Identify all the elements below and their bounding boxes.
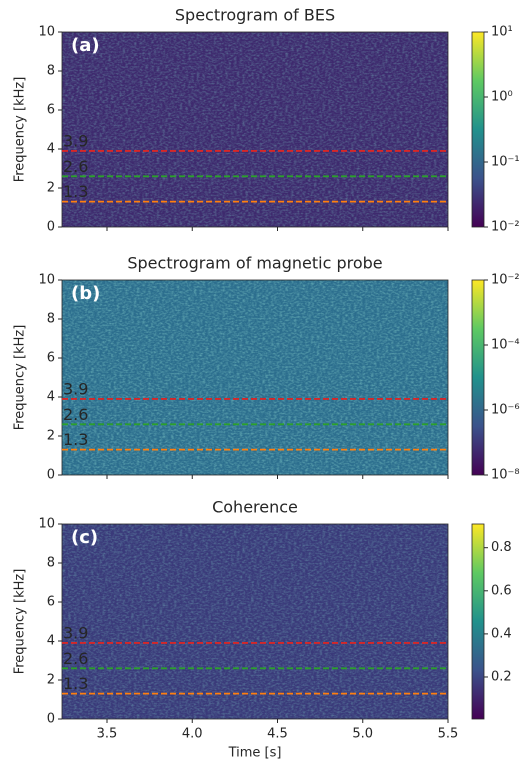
x-tick-label: 5.5 [438,727,459,742]
colorbar [471,523,485,720]
reference-label: 1.3 [63,182,88,201]
reference-label: 1.3 [63,430,88,449]
spectrogram-texture [62,524,448,719]
y-tick-label: 2 [47,429,55,444]
colorbar-tick-label: 0.6 [491,583,512,598]
plot-frame [61,31,449,228]
colorbar-tick-label: 0.8 [491,540,512,555]
reference-label: 3.9 [63,379,88,398]
reference-label: 2.6 [63,405,88,424]
chart-title: Coherence [212,498,298,517]
reference-label: 2.6 [63,157,88,176]
reference-label: 1.3 [63,674,88,693]
y-tick-label: 10 [38,25,55,40]
colorbar-tick-label: 0.4 [491,626,512,641]
colorbar-tick-label: 10⁰ [491,90,513,105]
y-tick-label: 8 [47,64,55,79]
plot-frame [61,523,449,720]
spectrogram-texture [62,280,448,475]
reference-label: 3.9 [63,623,88,642]
panel-label: (c) [71,527,98,548]
y-tick-label: 4 [47,634,55,649]
reference-label: 2.6 [63,649,88,668]
plot-frame [61,279,449,476]
x-axis-label: Time [s] [228,746,282,761]
y-tick-label: 8 [47,556,55,571]
chart-title: Spectrogram of BES [175,6,335,25]
spectrogram-texture [62,32,448,227]
y-tick-label: 6 [47,595,55,610]
colorbar-tick-label: 10⁻¹ [491,155,520,170]
x-tick-label: 3.5 [97,727,118,742]
y-tick-label: 4 [47,390,55,405]
y-tick-label: 6 [47,351,55,366]
y-tick-label: 0 [47,712,55,727]
chart-title: Spectrogram of magnetic probe [127,254,382,273]
colorbar [471,279,485,476]
colorbar-tick-label: 0.2 [491,669,512,684]
y-tick-label: 2 [47,181,55,196]
y-tick-label: 2 [47,673,55,688]
colorbar-tick-label: 10⁻⁶ [491,403,520,418]
x-tick-label: 4.0 [182,727,203,742]
y-tick-label: 8 [47,312,55,327]
panel-label: (b) [71,283,100,304]
x-tick-label: 5.0 [352,727,373,742]
colorbar-tick-label: 10¹ [491,25,513,40]
colorbar-tick-label: 10⁻⁴ [491,338,520,353]
y-axis-label: Frequency [kHz] [13,569,28,675]
colorbar-tick-label: 10⁻² [491,273,520,288]
colorbar [471,31,485,228]
panel-label: (a) [71,35,100,56]
y-tick-label: 10 [38,273,55,288]
y-tick-label: 10 [38,517,55,532]
colorbar-tick-label: 10⁻² [491,220,520,235]
reference-label: 3.9 [63,131,88,150]
x-tick-label: 4.5 [267,727,288,742]
y-axis-label: Frequency [kHz] [13,77,28,183]
y-axis-label: Frequency [kHz] [13,325,28,431]
colorbar-tick-label: 10⁻⁸ [491,468,520,483]
y-tick-label: 0 [47,468,55,483]
y-tick-label: 0 [47,220,55,235]
y-tick-label: 6 [47,103,55,118]
y-tick-label: 4 [47,142,55,157]
